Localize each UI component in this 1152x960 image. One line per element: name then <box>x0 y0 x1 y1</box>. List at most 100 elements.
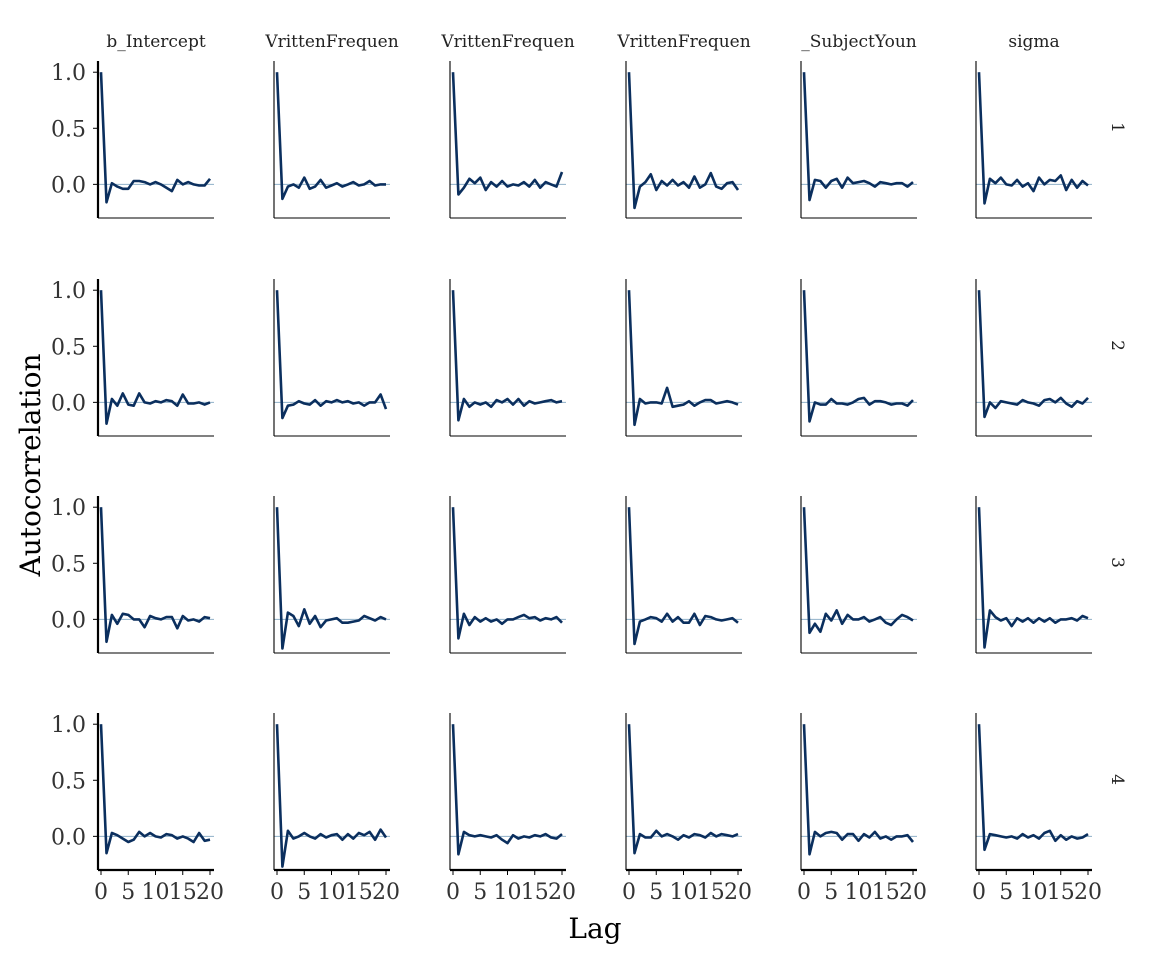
x-tick-label: 5 <box>473 880 487 905</box>
x-tick-label: 10 <box>494 880 522 905</box>
acf-line <box>627 507 739 646</box>
x-tick-label: 20 <box>548 880 576 905</box>
x-tick-label: 10 <box>142 880 170 905</box>
facet-column-label: VrittenFrequen <box>440 32 574 52</box>
acf-line <box>275 290 388 420</box>
facet-panel <box>975 496 1092 654</box>
facet-panel: 0 5 10 15 20 <box>446 713 576 905</box>
x-tick-label: 10 <box>1020 880 1048 905</box>
y-tick-label: 1.0 <box>51 713 86 738</box>
x-tick-label: 5 <box>121 880 135 905</box>
y-tick-label: 1.0 <box>51 496 86 521</box>
acf-line <box>99 724 211 855</box>
facet-row-label: 2 <box>1107 340 1127 351</box>
x-tick-label: 20 <box>1074 880 1102 905</box>
y-tick-label: 0.0 <box>51 608 86 633</box>
facet-panel <box>800 61 917 219</box>
y-tick-label: 0.0 <box>51 391 86 416</box>
facet-panel <box>273 61 390 219</box>
x-tick-label: 15 <box>1047 880 1075 905</box>
x-tick-label: 15 <box>521 880 549 905</box>
acf-line <box>977 724 1089 852</box>
facet-grid: b_Intercept VrittenFrequen VrittenFrequen V… <box>51 32 1127 905</box>
x-tick-label: 0 <box>446 880 460 905</box>
y-tick-label: 0.5 <box>51 552 86 577</box>
facet-panel <box>975 61 1092 219</box>
y-tick-label: 1.0 <box>51 279 86 304</box>
facet-panel <box>800 279 917 437</box>
x-tick-label: 0 <box>972 880 986 905</box>
facet-column-label: VrittenFrequen <box>616 32 750 52</box>
facet-panel <box>449 279 566 437</box>
facet-panel: 0 5 10 15 20 <box>797 713 927 905</box>
acf-line <box>99 290 211 426</box>
acf-line <box>977 507 1089 649</box>
x-tick-label: 20 <box>372 880 400 905</box>
facet-panel: 0 5 10 15 20 <box>270 713 400 905</box>
acf-line <box>451 290 563 422</box>
facet-panel <box>273 279 390 437</box>
acf-line <box>275 724 388 868</box>
facet-panel <box>273 496 390 654</box>
acf-line <box>802 72 914 202</box>
facet-panel <box>449 496 566 654</box>
y-tick-label: 0.0 <box>51 173 86 198</box>
facet-column-label: VrittenFrequen <box>264 32 398 52</box>
acf-line <box>977 72 1089 205</box>
acf-line <box>627 724 739 855</box>
facet-column-label: b_Intercept <box>106 32 206 52</box>
x-tick-label: 20 <box>196 880 224 905</box>
facet-column-label: sigma <box>1008 32 1059 52</box>
facet-panel <box>800 496 917 654</box>
acf-line <box>451 507 563 640</box>
y-tick-label: 1.0 <box>51 61 86 86</box>
facet-panel <box>625 496 742 654</box>
facet-panel: 0 5 10 15 20 <box>622 713 752 905</box>
x-tick-label: 15 <box>345 880 373 905</box>
acf-line <box>627 72 740 210</box>
facet-row-label: 1 <box>1107 122 1127 133</box>
acf-line <box>275 507 387 650</box>
acf-line <box>451 724 563 856</box>
y-tick-label: 0.0 <box>51 825 86 850</box>
facet-row-label: 3 <box>1107 557 1127 568</box>
x-tick-label: 0 <box>270 880 284 905</box>
acf-line <box>802 290 914 423</box>
y-tick-label: 0.5 <box>51 335 86 360</box>
x-tick-label: 5 <box>297 880 311 905</box>
x-tick-label: 5 <box>649 880 663 905</box>
facet-panel <box>975 279 1092 437</box>
x-tick-label: 20 <box>899 880 927 905</box>
acf-line <box>99 72 212 204</box>
acf-line <box>99 507 211 644</box>
facet-panel <box>625 279 742 437</box>
acf-line <box>802 724 915 856</box>
facet-panel: 0.0 0.5 1.0 <box>51 496 214 654</box>
x-tick-label: 15 <box>872 880 900 905</box>
acf-line <box>977 290 1089 419</box>
acf-line <box>451 72 564 196</box>
facet-panel: 0.0 0.5 1.0 0 5 10 15 20 <box>51 713 224 905</box>
x-tick-label: 10 <box>845 880 873 905</box>
x-tick-label: 10 <box>318 880 346 905</box>
facet-panel <box>625 61 742 219</box>
x-tick-label: 20 <box>724 880 752 905</box>
x-tick-label: 5 <box>824 880 838 905</box>
facet-row-label: 4 <box>1107 774 1127 785</box>
y-tick-label: 0.5 <box>51 769 86 794</box>
acf-line <box>802 507 914 635</box>
facet-panel <box>449 61 566 219</box>
x-tick-label: 0 <box>797 880 811 905</box>
facet-column-label: _SubjectYoun <box>801 32 917 52</box>
x-tick-label: 0 <box>94 880 108 905</box>
y-tick-label: 0.5 <box>51 117 86 142</box>
facet-panel: 0.0 0.5 1.0 <box>51 279 214 437</box>
acf-line <box>627 290 739 427</box>
acf-line <box>275 72 386 201</box>
facet-panel: 0 5 10 15 20 <box>972 713 1102 905</box>
x-tick-label: 0 <box>622 880 636 905</box>
x-tick-label: 10 <box>670 880 698 905</box>
x-tick-label: 15 <box>697 880 725 905</box>
facet-panel: 0.0 0.5 1.0 <box>51 61 214 219</box>
